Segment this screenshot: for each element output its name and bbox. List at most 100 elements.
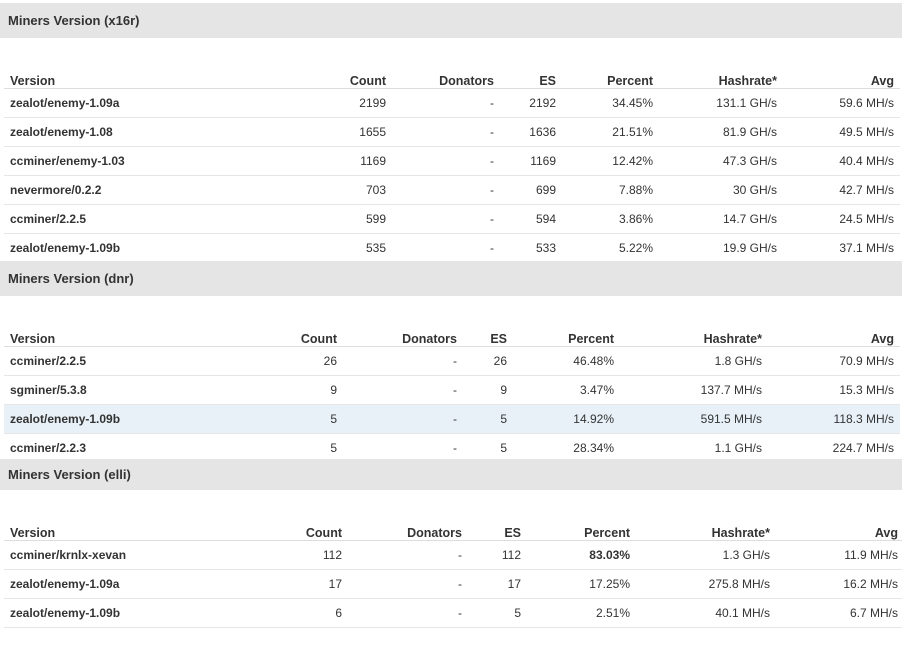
col-header-version[interactable]: Version bbox=[4, 518, 258, 541]
cell-avg: 118.3 MH/s bbox=[768, 404, 900, 434]
col-header-percent[interactable]: Percent bbox=[562, 66, 659, 89]
cell-avg: 24.5 MH/s bbox=[783, 204, 900, 234]
cell-version: ccminer/enemy-1.03 bbox=[4, 146, 274, 176]
col-header-version[interactable]: Version bbox=[4, 66, 274, 89]
cell-count: 599 bbox=[274, 204, 392, 234]
cell-hashrate: 131.1 GH/s bbox=[659, 88, 783, 118]
col-header-avg[interactable]: Avg bbox=[783, 66, 900, 89]
cell-percent: 2.51% bbox=[527, 598, 636, 628]
cell-hashrate: 275.8 MH/s bbox=[636, 569, 776, 599]
cell-percent: 83.03% bbox=[527, 540, 636, 570]
cell-avg: 6.7 MH/s bbox=[776, 598, 902, 628]
cell-hashrate: 40.1 MH/s bbox=[636, 598, 776, 628]
cell-version: ccminer/krnlx-xevan bbox=[4, 540, 258, 570]
cell-hashrate: 1.8 GH/s bbox=[620, 346, 768, 376]
col-header-count[interactable]: Count bbox=[258, 518, 348, 541]
col-header-percent[interactable]: Percent bbox=[527, 518, 636, 541]
cell-hashrate: 30 GH/s bbox=[659, 175, 783, 205]
table-header-row: Version Count Donators ES Percent Hashra… bbox=[4, 66, 900, 89]
col-header-count[interactable]: Count bbox=[253, 324, 343, 347]
cell-count: 17 bbox=[258, 569, 348, 599]
col-header-hashrate[interactable]: Hashrate* bbox=[620, 324, 768, 347]
section-title-text: Miners Version (x16r) bbox=[8, 13, 140, 28]
miners-table-x16r: Version Count Donators ES Percent Hashra… bbox=[4, 66, 900, 263]
col-header-es[interactable]: ES bbox=[463, 324, 513, 347]
cell-donators: - bbox=[348, 569, 468, 599]
col-header-donators[interactable]: Donators bbox=[343, 324, 463, 347]
section-title-x16r: Miners Version (x16r) bbox=[0, 3, 902, 38]
col-header-avg[interactable]: Avg bbox=[768, 324, 900, 347]
cell-percent: 46.48% bbox=[513, 346, 620, 376]
section-title-dnr: Miners Version (dnr) bbox=[0, 261, 902, 296]
cell-donators: - bbox=[343, 433, 463, 463]
miners-table-elli: Version Count Donators ES Percent Hashra… bbox=[4, 518, 902, 628]
section-title-text: Miners Version (elli) bbox=[8, 467, 131, 482]
cell-count: 703 bbox=[274, 175, 392, 205]
table-row: ccminer/2.2.5 26 - 26 46.48% 1.8 GH/s 70… bbox=[4, 346, 900, 376]
cell-avg: 59.6 MH/s bbox=[783, 88, 900, 118]
cell-percent: 21.51% bbox=[562, 117, 659, 147]
col-header-avg[interactable]: Avg bbox=[776, 518, 902, 541]
cell-donators: - bbox=[392, 175, 500, 205]
cell-percent: 12.42% bbox=[562, 146, 659, 176]
section-body-x16r: Version Count Donators ES Percent Hashra… bbox=[0, 38, 902, 263]
cell-donators: - bbox=[392, 88, 500, 118]
cell-version: zealot/enemy-1.09a bbox=[4, 88, 274, 118]
col-header-es[interactable]: ES bbox=[468, 518, 527, 541]
table-row: ccminer/krnlx-xevan 112 - 112 83.03% 1.3… bbox=[4, 540, 902, 570]
section-title-elli: Miners Version (elli) bbox=[0, 459, 902, 490]
cell-count: 5 bbox=[253, 404, 343, 434]
cell-es: 594 bbox=[500, 204, 562, 234]
cell-hashrate: 81.9 GH/s bbox=[659, 117, 783, 147]
cell-es: 26 bbox=[463, 346, 513, 376]
col-header-count[interactable]: Count bbox=[274, 66, 392, 89]
cell-avg: 70.9 MH/s bbox=[768, 346, 900, 376]
cell-count: 9 bbox=[253, 375, 343, 405]
cell-avg: 16.2 MH/s bbox=[776, 569, 902, 599]
cell-version: zealot/enemy-1.09b bbox=[4, 233, 274, 263]
cell-donators: - bbox=[392, 117, 500, 147]
table-row: ccminer/2.2.5 599 - 594 3.86% 14.7 GH/s … bbox=[4, 204, 900, 234]
table-row-highlighted[interactable]: zealot/enemy-1.09b 5 - 5 14.92% 591.5 MH… bbox=[4, 404, 900, 434]
cell-version: zealot/enemy-1.09b bbox=[4, 598, 258, 628]
cell-version: ccminer/2.2.3 bbox=[4, 433, 253, 463]
col-header-percent[interactable]: Percent bbox=[513, 324, 620, 347]
section-body-elli: Version Count Donators ES Percent Hashra… bbox=[0, 490, 902, 647]
cell-hashrate: 591.5 MH/s bbox=[620, 404, 768, 434]
cell-count: 2199 bbox=[274, 88, 392, 118]
cell-hashrate: 47.3 GH/s bbox=[659, 146, 783, 176]
cell-avg: 42.7 MH/s bbox=[783, 175, 900, 205]
col-header-donators[interactable]: Donators bbox=[348, 518, 468, 541]
col-header-hashrate[interactable]: Hashrate* bbox=[636, 518, 776, 541]
col-header-hashrate[interactable]: Hashrate* bbox=[659, 66, 783, 89]
cell-percent: 7.88% bbox=[562, 175, 659, 205]
cell-es: 9 bbox=[463, 375, 513, 405]
col-header-version[interactable]: Version bbox=[4, 324, 253, 347]
cell-percent: 17.25% bbox=[527, 569, 636, 599]
cell-hashrate: 1.1 GH/s bbox=[620, 433, 768, 463]
table-row: nevermore/0.2.2 703 - 699 7.88% 30 GH/s … bbox=[4, 175, 900, 205]
cell-donators: - bbox=[343, 404, 463, 434]
cell-es: 112 bbox=[468, 540, 527, 570]
table-row: zealot/enemy-1.09a 2199 - 2192 34.45% 13… bbox=[4, 88, 900, 118]
cell-count: 6 bbox=[258, 598, 348, 628]
col-header-es[interactable]: ES bbox=[500, 66, 562, 89]
cell-hashrate: 14.7 GH/s bbox=[659, 204, 783, 234]
cell-donators: - bbox=[348, 540, 468, 570]
cell-avg: 11.9 MH/s bbox=[776, 540, 902, 570]
table-row: zealot/enemy-1.09b 6 - 5 2.51% 40.1 MH/s… bbox=[4, 598, 902, 628]
section-title-text: Miners Version (dnr) bbox=[8, 271, 134, 286]
cell-percent: 34.45% bbox=[562, 88, 659, 118]
cell-percent: 14.92% bbox=[513, 404, 620, 434]
cell-es: 1636 bbox=[500, 117, 562, 147]
col-header-donators[interactable]: Donators bbox=[392, 66, 500, 89]
cell-percent: 3.86% bbox=[562, 204, 659, 234]
cell-avg: 49.5 MH/s bbox=[783, 117, 900, 147]
cell-hashrate: 19.9 GH/s bbox=[659, 233, 783, 263]
cell-avg: 40.4 MH/s bbox=[783, 146, 900, 176]
cell-version: zealot/enemy-1.09b bbox=[4, 404, 253, 434]
cell-donators: - bbox=[343, 346, 463, 376]
cell-version: nevermore/0.2.2 bbox=[4, 175, 274, 205]
cell-percent: 5.22% bbox=[562, 233, 659, 263]
section-body-dnr: Version Count Donators ES Percent Hashra… bbox=[0, 296, 902, 463]
